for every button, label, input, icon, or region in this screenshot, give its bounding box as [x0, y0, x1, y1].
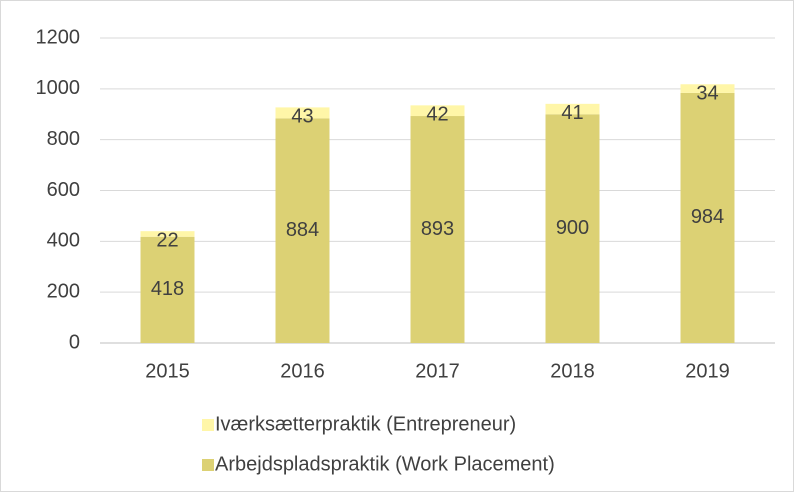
legend-swatch: [202, 459, 214, 471]
data-label: 884: [286, 219, 319, 241]
bar-segment: [275, 107, 330, 119]
y-tick-label: 1000: [36, 77, 81, 99]
x-tick-label: 2015: [145, 360, 190, 382]
data-label: 22: [156, 229, 178, 251]
bar-segment: [680, 92, 735, 344]
bar-segment: [545, 103, 600, 115]
data-label: 900: [556, 217, 589, 239]
bar-segment: [275, 118, 330, 343]
legend-label: Arbejdspladspraktik (Work Placement): [215, 453, 555, 475]
data-label: 418: [151, 278, 184, 300]
legend-label: Iværksætterpraktik (Entrepreneur): [215, 413, 516, 435]
bar-segment: [410, 116, 465, 343]
x-tick-label: 2016: [280, 360, 325, 382]
bar-segment: [410, 105, 465, 117]
y-tick-label: 800: [47, 128, 80, 150]
data-label: 41: [561, 102, 583, 124]
bar-segment: [545, 114, 600, 343]
x-tick-label: 2018: [550, 360, 595, 382]
data-label: 893: [421, 218, 454, 240]
y-tick-label: 400: [47, 230, 80, 252]
data-label: 984: [691, 206, 724, 228]
bar-segment: [680, 84, 735, 93]
legend-swatch: [202, 419, 214, 431]
data-label: 42: [426, 104, 448, 126]
x-tick-label: 2019: [685, 360, 730, 382]
y-tick-label: 0: [69, 331, 80, 353]
y-tick-label: 1200: [36, 26, 81, 48]
bar-segment: [140, 236, 195, 343]
data-label: 34: [696, 83, 718, 105]
x-tick-label: 2017: [415, 360, 460, 382]
data-label: 43: [291, 106, 313, 128]
y-tick-label: 200: [47, 280, 80, 302]
y-tick-label: 600: [47, 179, 80, 201]
bar-segment: [140, 231, 195, 237]
